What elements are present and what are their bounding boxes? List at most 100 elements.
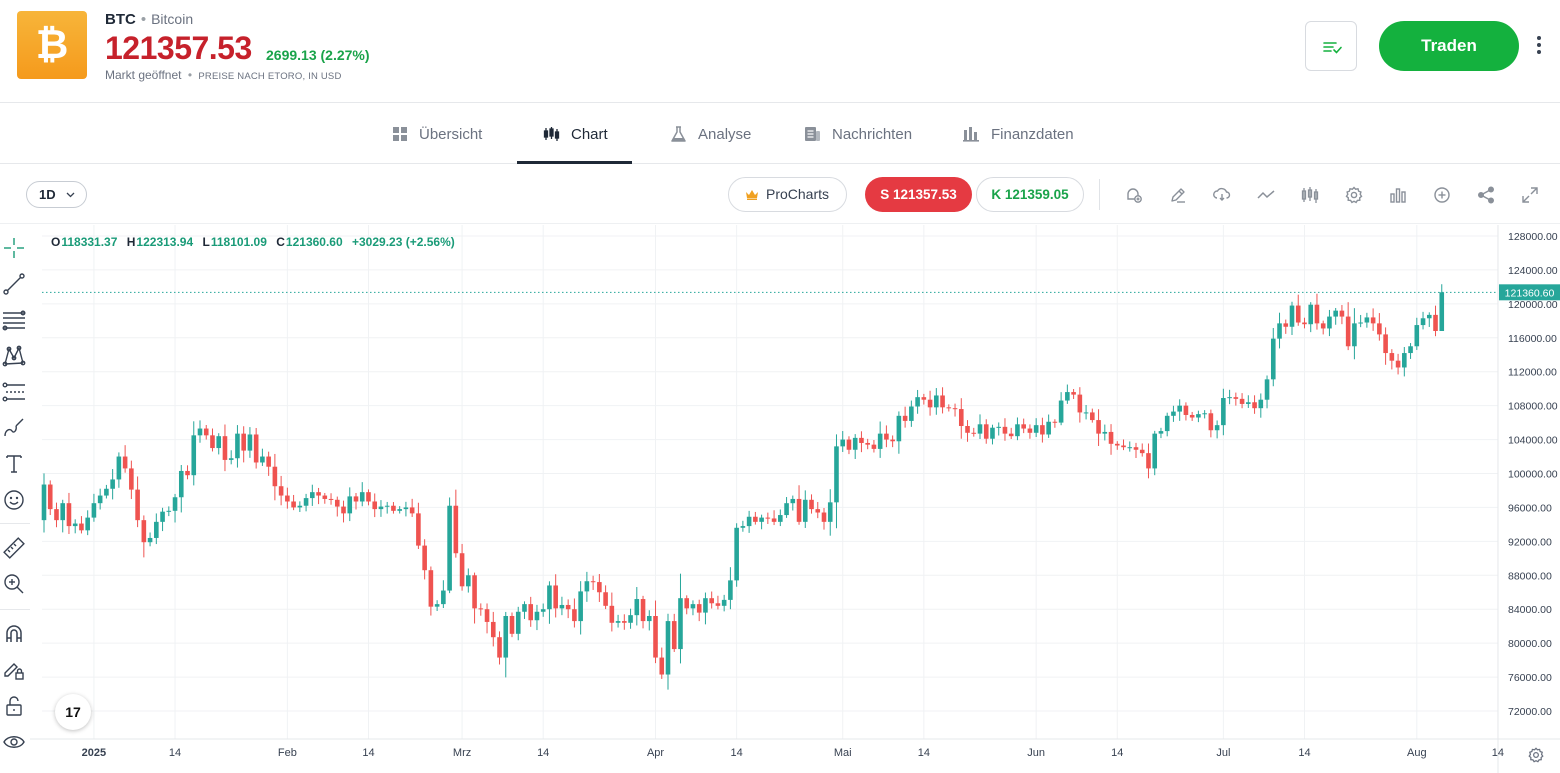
candle-body bbox=[203, 428, 209, 436]
line-chart-type-icon[interactable] bbox=[1256, 185, 1276, 205]
draw-pencil-icon[interactable] bbox=[1168, 185, 1188, 205]
candle-body bbox=[1127, 447, 1133, 449]
candle-body bbox=[110, 479, 115, 489]
candle-body bbox=[940, 395, 945, 408]
candle-body bbox=[721, 599, 727, 606]
price-source: PREISE NACH ETORO, IN USD bbox=[198, 71, 342, 82]
candle-body bbox=[921, 397, 927, 400]
visibility-eye-icon[interactable] bbox=[2, 730, 26, 754]
candle-body bbox=[60, 503, 66, 521]
candle-body bbox=[466, 575, 471, 587]
candle-body bbox=[509, 616, 515, 634]
text-tool-icon[interactable] bbox=[2, 452, 26, 476]
tab-news[interactable]: Nachrichten bbox=[804, 104, 912, 164]
candle-body bbox=[1146, 453, 1151, 469]
pattern-icon[interactable] bbox=[2, 344, 26, 368]
candle-body bbox=[522, 604, 527, 612]
candle-body bbox=[1426, 314, 1432, 319]
tab-overview[interactable]: Übersicht bbox=[392, 104, 482, 164]
share-icon[interactable] bbox=[1476, 185, 1496, 205]
add-compare-icon[interactable] bbox=[1432, 185, 1452, 205]
candle-body bbox=[54, 509, 59, 521]
candle-body bbox=[1314, 304, 1320, 324]
unlock-icon[interactable] bbox=[2, 694, 26, 718]
candle-body bbox=[753, 516, 758, 522]
asset-header: ₿ BTC • Bitcoin 121357.53 2699.13 (2.27%) … bbox=[0, 0, 1560, 103]
candle-body bbox=[659, 657, 665, 675]
x-tick-label: Jul bbox=[1216, 747, 1230, 759]
candle-body bbox=[884, 433, 889, 440]
candle-body bbox=[597, 582, 602, 593]
ruler-icon[interactable] bbox=[2, 536, 26, 560]
tab-chart[interactable]: Chart bbox=[543, 104, 608, 164]
y-tick-label: 80000.00 bbox=[1508, 638, 1552, 650]
fib-lines-icon[interactable] bbox=[2, 308, 26, 332]
candle-body bbox=[310, 492, 315, 499]
fullscreen-icon[interactable] bbox=[1520, 185, 1540, 205]
magnet-icon[interactable] bbox=[2, 622, 26, 646]
candle-body bbox=[497, 637, 502, 658]
tab-analysis[interactable]: Analyse bbox=[670, 104, 751, 164]
candle-body bbox=[1096, 420, 1101, 434]
candles-type-icon[interactable] bbox=[1300, 185, 1320, 205]
watchlist-button[interactable] bbox=[1305, 21, 1357, 71]
candle-body bbox=[834, 446, 839, 503]
candle-body bbox=[734, 527, 739, 581]
candle-body bbox=[971, 432, 977, 434]
candle-body bbox=[478, 608, 484, 610]
indicators-icon[interactable] bbox=[1388, 185, 1408, 205]
emoji-icon[interactable] bbox=[2, 488, 26, 512]
candle-body bbox=[1183, 405, 1189, 415]
candle-body bbox=[1233, 397, 1239, 399]
candle-body bbox=[403, 507, 409, 510]
candle-body bbox=[1320, 323, 1326, 329]
zoom-in-icon[interactable] bbox=[2, 572, 26, 596]
price-chart[interactable]: 128000.00 124000.00 120000.00 116000.00 1120… bbox=[30, 225, 1560, 773]
candle-body bbox=[191, 435, 197, 476]
candle-body bbox=[977, 424, 983, 434]
crown-icon bbox=[746, 190, 758, 200]
candle-body bbox=[934, 395, 939, 408]
candle-body bbox=[603, 592, 608, 606]
candle-body bbox=[877, 433, 883, 449]
chart-settings-icon[interactable] bbox=[1527, 746, 1545, 764]
sell-button[interactable]: S 121357.53 bbox=[865, 177, 972, 212]
candle-body bbox=[1033, 425, 1039, 433]
price-alert-icon[interactable] bbox=[1124, 185, 1144, 205]
more-vertical-icon[interactable] bbox=[1529, 33, 1549, 59]
timeframe-select[interactable]: 1D bbox=[26, 181, 87, 208]
candle-body bbox=[1377, 323, 1382, 335]
candle-body bbox=[565, 604, 571, 610]
candle-body bbox=[409, 507, 415, 514]
candle-body bbox=[1370, 317, 1376, 324]
tab-financials[interactable]: Finanzdaten bbox=[963, 104, 1074, 164]
x-tick-label: 14 bbox=[1492, 747, 1504, 759]
brush-icon[interactable] bbox=[2, 416, 26, 440]
buy-button[interactable]: K 121359.05 bbox=[976, 177, 1084, 212]
trend-line-icon[interactable] bbox=[2, 272, 26, 296]
candle-body bbox=[459, 553, 465, 587]
crosshair-icon[interactable] bbox=[2, 236, 26, 260]
x-tick-label: 2025 bbox=[82, 747, 106, 759]
candle-body bbox=[160, 511, 165, 522]
bitcoin-logo: ₿ bbox=[17, 11, 87, 79]
trade-button[interactable]: Traden bbox=[1379, 21, 1519, 71]
y-tick-label: 96000.00 bbox=[1508, 502, 1552, 514]
candle-body bbox=[66, 503, 72, 527]
asset-title: BTC • Bitcoin bbox=[105, 11, 194, 28]
procharts-button[interactable]: ProCharts bbox=[728, 177, 847, 212]
candle-body bbox=[1077, 394, 1083, 413]
projection-icon[interactable] bbox=[2, 380, 26, 404]
candle-body bbox=[1058, 400, 1064, 423]
candle-body bbox=[1402, 353, 1407, 368]
candle-body bbox=[1414, 325, 1420, 347]
lock-drawing-icon[interactable] bbox=[2, 658, 26, 682]
settings-gear-icon[interactable] bbox=[1344, 185, 1364, 205]
ohlc-open: 118331.37 bbox=[61, 235, 118, 249]
cloud-save-icon[interactable] bbox=[1212, 185, 1232, 205]
asset-tabs: Übersicht Chart Analyse Nachrichten Fina… bbox=[0, 104, 1560, 164]
tradingview-logo[interactable]: 17 bbox=[55, 694, 91, 730]
candle-body bbox=[1433, 314, 1438, 331]
candle-body bbox=[72, 523, 78, 527]
candle-body bbox=[79, 523, 84, 531]
